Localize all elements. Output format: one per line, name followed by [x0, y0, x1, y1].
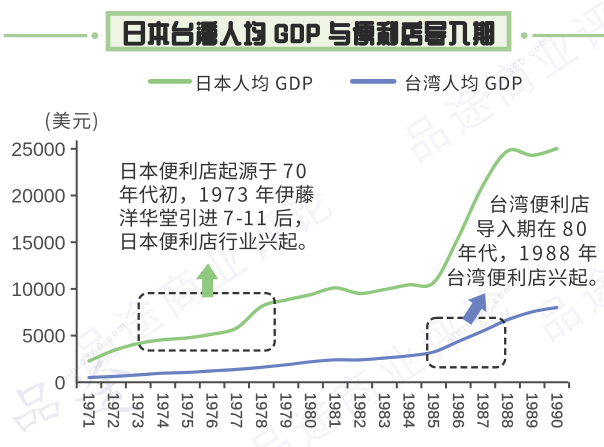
svg-text:0: 0 — [55, 372, 66, 394]
svg-text:1971: 1971 — [80, 393, 97, 429]
svg-text:1977: 1977 — [227, 393, 244, 429]
svg-text:1984: 1984 — [400, 393, 417, 429]
svg-text:1982: 1982 — [350, 393, 367, 429]
svg-text:1988: 1988 — [498, 393, 515, 429]
svg-text:1974: 1974 — [153, 393, 170, 429]
svg-text:1990: 1990 — [547, 393, 564, 429]
svg-text:1987: 1987 — [473, 393, 490, 429]
svg-text:1986: 1986 — [449, 393, 466, 429]
svg-text:1981: 1981 — [326, 393, 343, 429]
svg-text:10000: 10000 — [11, 279, 65, 301]
svg-text:1973: 1973 — [129, 393, 146, 429]
svg-text:5000: 5000 — [22, 326, 66, 348]
svg-text:15000: 15000 — [11, 232, 65, 254]
svg-text:1972: 1972 — [104, 393, 121, 429]
svg-text:1985: 1985 — [424, 393, 441, 429]
svg-text:25000: 25000 — [11, 139, 65, 161]
svg-text:1979: 1979 — [277, 393, 294, 429]
svg-text:1983: 1983 — [375, 393, 392, 429]
svg-text:20000: 20000 — [11, 186, 65, 208]
svg-text:1975: 1975 — [178, 393, 195, 429]
svg-text:1976: 1976 — [203, 393, 220, 429]
svg-text:1978: 1978 — [252, 393, 269, 429]
svg-text:1989: 1989 — [523, 393, 540, 429]
svg-text:1980: 1980 — [301, 393, 318, 429]
